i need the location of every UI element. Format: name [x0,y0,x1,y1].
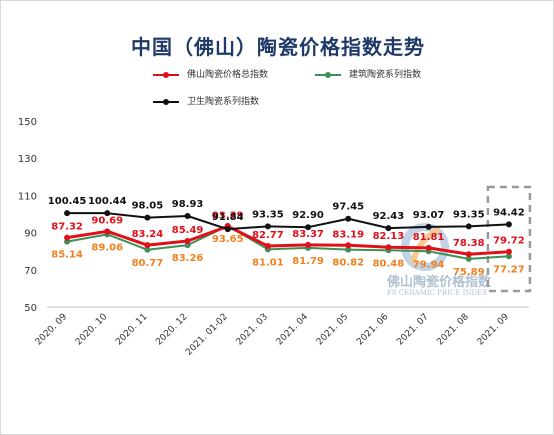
series-total-index-point [144,242,151,249]
series-sanitary-ceramics-data-label: 97.45 [332,202,364,213]
series-total-index-data-label: 90.69 [91,215,123,226]
series-building-ceramics-point [465,255,472,262]
series-sanitary-ceramics-point [305,224,312,231]
series-sanitary-ceramics-data-label: 92.43 [373,211,405,222]
series-sanitary-ceramics-data-label: 93.35 [252,209,284,220]
legend-swatch-building-ceramics [315,72,341,78]
x-tick-label: 2020. 10 [74,312,110,348]
x-tick-label: 2021. 07 [395,312,430,347]
series-sanitary-ceramics-point [385,225,392,232]
series-total-index-point [425,244,432,251]
chart-title: 中国（佛山）陶瓷价格指数走势 [131,35,425,59]
series-sanitary-ceramics-data-label: 93.35 [453,209,485,220]
series-building-ceramics-data-label: 81.79 [292,256,324,267]
series-sanitary-ceramics-point [345,215,352,222]
legend-swatch-total-index [153,72,179,78]
series-total-index-data-label: 78.38 [453,238,485,249]
series-building-ceramics-data-label: 75.89 [453,267,485,278]
series-total-index-point [345,242,352,249]
x-tick-label: 2020. 12 [154,312,189,347]
series-sanitary-ceramics-data-label: 100.44 [88,196,127,207]
x-tick-label: 2021. 04 [275,312,311,348]
series-sanitary-ceramics-line [67,212,509,231]
series-building-ceramics-point [345,246,352,253]
series-building-ceramics-data-label: 80.77 [132,258,164,269]
series-building-ceramics-data-label: 85.14 [51,250,83,261]
series-total-index-data-label: 87.32 [51,222,83,233]
series-building-ceramics-data-label: 93.65 [212,234,244,245]
y-tick-label: 110 [18,191,37,202]
y-tick-label: 50 [24,303,37,314]
series-sanitary-ceramics-data-label: 98.93 [172,199,204,210]
series-sanitary-ceramics-point [144,214,151,221]
series-total-index-data-label: 81.81 [413,232,445,243]
series-sanitary-ceramics-point [184,212,191,219]
series-building-ceramics-data-label: 77.27 [493,264,525,275]
series-total-index-line [66,224,510,256]
legend-label-total-index: 佛山陶瓷价格总指数 [187,70,269,80]
series-building-ceramics-data-label: 89.06 [91,242,123,253]
series-total-index-point [305,241,312,248]
y-tick-label: 130 [18,154,37,165]
series-total-index-data-label: 93.39 [212,210,244,221]
series-building-ceramics-point [505,253,512,260]
x-tick-label: 2021. 03 [235,312,270,347]
y-tick-label: 150 [18,117,37,128]
series-total-index-point [184,237,191,244]
y-tick-label: 70 [24,266,37,277]
series-building-ceramics-data-label: 79.94 [413,259,445,270]
series-total-index-point [64,234,71,241]
series-sanitary-ceramics-data-label: 98.05 [132,201,164,212]
watermark-english-text: FS CERAMIC PRICE INDEX [387,289,488,297]
x-tick-label: 2020. 09 [34,312,70,348]
legend-label-building-ceramics: 建筑陶瓷系列指数 [349,70,422,80]
series-sanitary-ceramics-point [505,221,512,228]
x-tick-label: 2021. 09 [476,312,512,348]
x-tick-label: 2021. 08 [435,312,471,348]
series-total-index-data-label: 82.77 [252,230,284,241]
series-sanitary-ceramics-point [104,210,111,217]
series-sanitary-ceramics-data-label: 91.84 [212,212,244,223]
series-total-index-data-label: 83.24 [132,229,164,240]
series-total-index-data-label: 82.13 [373,231,405,242]
series-total-index-point [385,244,392,251]
series-total-index-data-label: 83.19 [332,229,364,240]
series-total-index-point [104,228,111,235]
legend-swatch-sanitary-ceramics [153,99,179,105]
series-building-ceramics-data-label: 80.48 [373,258,405,269]
series-sanitary-ceramics-point [224,226,231,233]
legend-label-sanitary-ceramics: 卫生陶瓷系列指数 [187,97,260,107]
series-total-index-point [505,248,512,255]
series-sanitary-ceramics-point [425,223,432,230]
series-building-ceramics-point [144,246,151,253]
series-total-index-point [465,251,472,258]
series-sanitary-ceramics-data-label: 92.90 [292,210,324,221]
series-building-ceramics-data-label: 80.82 [332,258,364,269]
series-sanitary-ceramics-point [64,210,71,217]
series-total-index-data-label: 83.37 [292,229,324,240]
series-sanitary-ceramics-point [465,223,472,230]
series-total-index-data-label: 85.49 [172,225,204,236]
series-sanitary-ceramics-point [264,223,271,230]
x-tick-label: 2021. 06 [355,312,391,348]
series-building-ceramics-data-label: 83.26 [172,253,204,264]
series-building-ceramics-point [184,242,191,249]
series-sanitary-ceramics-data-label: 100.45 [48,196,87,207]
series-sanitary-ceramics-data-label: 94.42 [493,207,525,218]
series-total-index-point [264,243,271,250]
x-tick-label: 2020. 11 [114,312,149,347]
y-tick-label: 90 [24,229,37,240]
series-total-index-data-label: 79.72 [493,236,525,247]
series-building-ceramics-line [66,224,509,260]
watermark-chinese-text: 佛山陶瓷价格指数 [387,275,492,290]
x-tick-label: 2021. 01-02 [184,312,230,358]
series-sanitary-ceramics-data-label: 93.07 [413,210,445,221]
series-building-ceramics-data-label: 81.01 [252,257,284,268]
x-tick-label: 2021. 05 [315,312,350,347]
